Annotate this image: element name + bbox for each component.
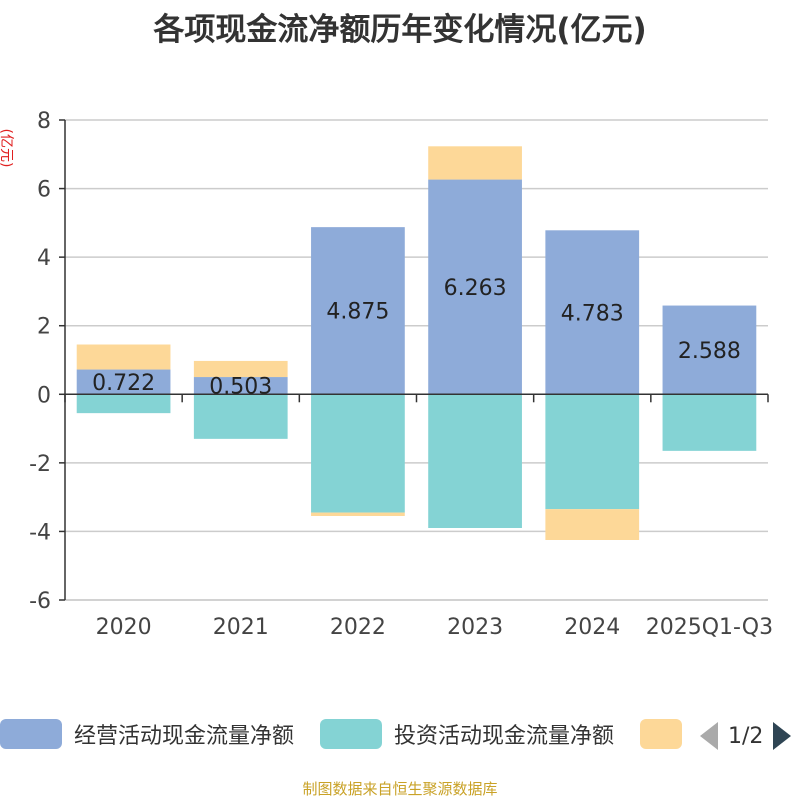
legend-item-financing[interactable] [640,716,682,752]
y-tick-label: 8 [37,109,51,134]
bar-layer [76,146,757,540]
bar-segment-investing[interactable] [428,394,522,528]
axis-layer [59,119,769,601]
bar-segment-financing[interactable] [428,146,522,180]
y-tick-label: 6 [37,178,51,203]
legend-swatch-financing [640,719,682,749]
legend-next-icon[interactable] [773,722,792,750]
x-tick-label: 2024 [564,615,620,640]
bar-segment-operating[interactable] [428,179,522,395]
bar-segment-financing[interactable] [76,344,171,370]
bar-segment-operating[interactable] [662,305,757,395]
legend-prev-icon[interactable] [700,722,718,750]
legend-pager: 1/2 [700,720,792,752]
x-tick-label: 2022 [330,615,386,640]
data-label: 4.875 [326,300,389,325]
bar-segment-investing[interactable] [193,394,288,439]
bar-segment-investing[interactable] [76,394,171,414]
data-label: 2.588 [678,339,741,364]
bar-segment-operating[interactable] [545,230,640,395]
legend-label-investing: 投资活动现金流量净额 [394,724,615,749]
bar-segment-operating[interactable] [193,377,288,395]
legend-item-operating[interactable]: 经营活动现金流量净额 [0,716,294,752]
y-tick-label: 4 [37,246,51,271]
legend-swatch-operating [0,719,62,749]
grid-layer [65,119,768,601]
chart-svg: -6 -4 -2 0 2 4 6 8 2020 0.722 2021 0.503 2022 4.875 20… [0,109,773,640]
bar-segment-investing[interactable] [311,394,405,513]
legend-page-indicator: 1/2 [728,723,764,749]
x-tick-label: 2025Q1-Q3 [646,615,773,640]
data-label: 4.783 [561,301,624,326]
y-tick-label: 2 [37,315,51,340]
y-tick-label: 0 [37,383,51,408]
x-tick-label: 2023 [447,615,503,640]
bar-segment-operating[interactable] [311,227,405,395]
label-layer: -6 -4 -2 0 2 4 6 8 2020 0.722 2021 0.503 2022 4.875 20… [29,109,773,640]
y-tick-label: -4 [29,520,51,545]
y-tick-label: -6 [29,589,51,614]
x-tick-label: 2020 [96,615,152,640]
y-tick-label: -2 [29,452,51,477]
x-tick-label: 2021 [213,615,269,640]
source-note: 制图数据来自恒生聚源数据库 [302,780,498,798]
bar-segment-operating[interactable] [76,369,171,395]
bar-segment-investing[interactable] [545,394,640,510]
legend-item-investing[interactable]: 投资活动现金流量净额 [320,716,614,752]
y-axis-unit: (亿元) [0,129,14,168]
data-label: 0.722 [92,371,155,396]
bar-segment-financing[interactable] [545,509,640,540]
bar-segment-investing[interactable] [662,394,757,451]
legend-swatch-investing [320,719,382,749]
chart-title: 各项现金流净额历年变化情况(亿元) [153,12,647,48]
legend-label-operating: 经营活动现金流量净额 [74,724,295,749]
data-label: 0.503 [209,375,272,400]
bar-segment-financing[interactable] [193,360,288,378]
data-label: 6.263 [444,276,507,301]
legend: 经营活动现金流量净额 投资活动现金流量净额 1/2 [0,716,800,756]
bar-segment-financing[interactable] [311,512,405,516]
